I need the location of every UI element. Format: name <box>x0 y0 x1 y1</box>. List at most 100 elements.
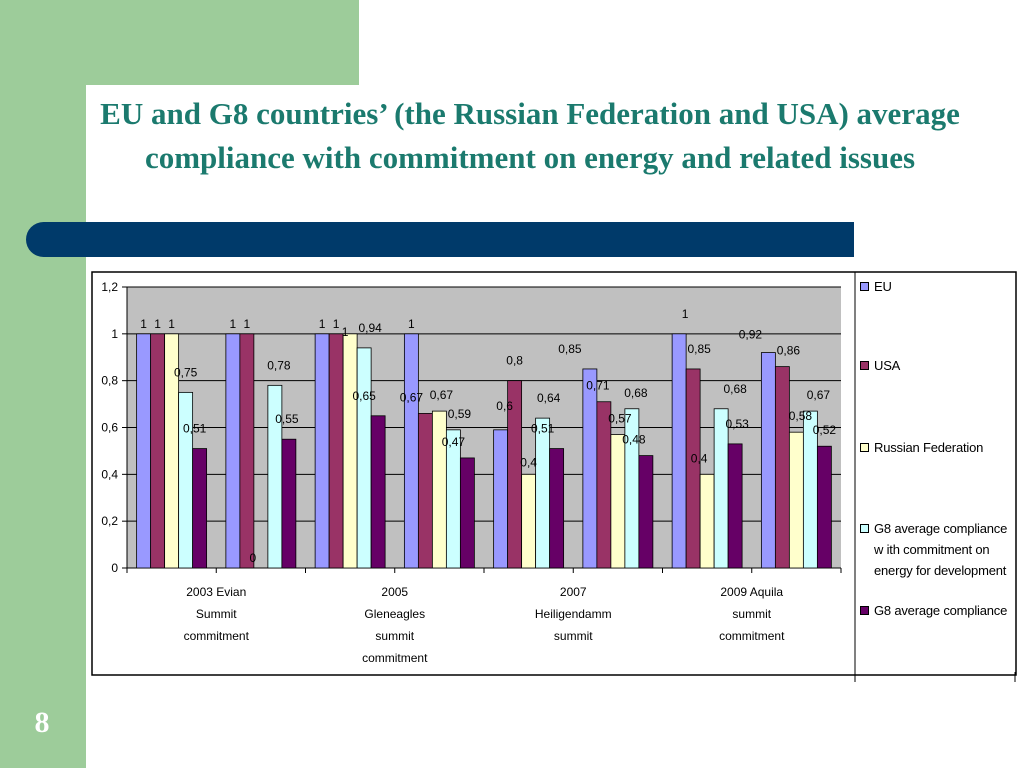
legend-swatch-g8-average-compliance <box>860 606 869 615</box>
x-category-labels: 2003 Evian Summit commitment 2005 Gleneagles… <box>184 585 786 665</box>
data-label: 1 <box>244 317 251 331</box>
legend-swatch-g8-energy-development <box>860 524 869 533</box>
y-tick-labels: 0 0,2 0,4 0,6 0,8 1 1,2 <box>101 280 118 575</box>
bar-series-2-cat-5 <box>610 434 626 569</box>
data-label: 0,85 <box>558 342 582 356</box>
data-label: 1 <box>230 317 237 331</box>
y-tick-label: 0 <box>111 561 118 575</box>
bar-series-4-cat-6 <box>727 443 743 569</box>
bar-series-2-cat-2 <box>342 333 358 569</box>
legend-label-eu: EU <box>874 279 892 294</box>
bar-series-1-cat-0 <box>150 333 166 569</box>
bar-series-4-cat-7 <box>816 445 832 569</box>
data-label: 0,51 <box>531 422 555 436</box>
data-label: 0,94 <box>358 321 382 335</box>
bar-series-4-cat-0 <box>192 448 208 569</box>
data-label: 0,67 <box>400 390 424 404</box>
data-label: 0,53 <box>725 417 749 431</box>
data-label: 0,52 <box>813 423 837 437</box>
data-label: 0,86 <box>777 344 801 358</box>
bars <box>136 333 832 569</box>
legend-swatch-russian-federation <box>860 443 869 452</box>
data-label: 0,75 <box>174 365 198 379</box>
x-category-label: summit <box>554 629 593 643</box>
bar-series-2-cat-7 <box>788 431 804 569</box>
x-category-label: 2007 <box>560 585 587 599</box>
data-label: 1 <box>333 317 340 331</box>
legend-item-g8-energy-development: G8 average compliance w ith commitment o… <box>860 518 1016 581</box>
bar-series-3-cat-2 <box>356 347 372 569</box>
x-category-label: Heiligendamm <box>535 607 612 621</box>
legend-swatch-eu <box>860 282 869 291</box>
x-category-label: 2003 Evian <box>186 585 246 599</box>
legend-label-g8-energy-development: G8 average compliance w ith commitment o… <box>874 521 1008 578</box>
bar-series-0-cat-0 <box>136 333 152 569</box>
bar-series-2-cat-4 <box>521 473 537 569</box>
x-category-label: Gleneagles <box>364 607 425 621</box>
data-label: 1 <box>154 317 161 331</box>
legend-label-russian-federation: Russian Federation <box>874 440 984 455</box>
data-label: 1 <box>342 325 349 339</box>
page-number: 8 <box>34 706 50 739</box>
legend-swatch-usa <box>860 361 869 370</box>
data-label: 0,85 <box>687 342 711 356</box>
bar-series-1-cat-1 <box>239 333 255 569</box>
content-corner <box>86 85 246 245</box>
left-background-strip <box>0 0 86 768</box>
data-label: 0,68 <box>624 386 648 400</box>
data-label: 0,78 <box>267 358 291 372</box>
data-label: 0,67 <box>430 388 454 402</box>
bar-series-0-cat-5 <box>582 368 598 569</box>
legend-item-g8-average-compliance: G8 average compliance <box>860 600 1016 621</box>
data-label: 0,58 <box>789 409 813 423</box>
bar-series-1-cat-7 <box>774 366 790 569</box>
bar-series-0-cat-3 <box>403 333 419 569</box>
data-label: 0,64 <box>537 391 561 405</box>
y-tick-label: 0,6 <box>101 421 118 435</box>
y-tick-label: 1 <box>111 327 118 341</box>
data-label: 0,47 <box>442 435 466 449</box>
data-label: 0,67 <box>807 388 831 402</box>
data-label: 0 <box>250 551 257 565</box>
x-category-label: commitment <box>362 651 428 665</box>
legend-label-g8-average-compliance: G8 average compliance <box>874 603 1008 618</box>
data-label: 0,4 <box>520 455 537 469</box>
data-label: 0,48 <box>622 433 646 447</box>
y-tick-label: 0,2 <box>101 514 118 528</box>
data-label: 1 <box>408 317 415 331</box>
data-label: 0,4 <box>691 451 708 465</box>
bar-series-1-cat-3 <box>417 413 433 569</box>
bar-series-4-cat-4 <box>549 448 565 569</box>
bar-series-0-cat-4 <box>493 429 509 569</box>
bar-series-3-cat-6 <box>713 408 729 569</box>
x-category-label: summit <box>732 607 771 621</box>
data-label: 0,8 <box>506 354 523 368</box>
bar-series-3-cat-4 <box>535 417 551 569</box>
bar-series-2-cat-6 <box>699 473 715 569</box>
data-label: 0,55 <box>275 412 299 426</box>
data-label: 0,59 <box>448 407 472 421</box>
data-label: 1 <box>682 307 689 321</box>
legend-item-russian-federation: Russian Federation <box>860 437 1016 458</box>
data-label-extra: 0,6 <box>496 399 513 413</box>
slide-title: EU and G8 countries’ (the Russian Federa… <box>100 96 960 176</box>
legend-label-usa: USA <box>874 358 901 373</box>
data-label: 0,65 <box>352 389 376 403</box>
x-category-label: commitment <box>719 629 785 643</box>
bar-series-4-cat-1 <box>281 438 297 569</box>
data-label: 1 <box>168 317 175 331</box>
x-category-label: 2009 Aquila <box>720 585 783 599</box>
bar-series-0-cat-2 <box>314 333 330 569</box>
chart-legend: EU USA Russian Federation G8 average com… <box>856 272 1016 672</box>
data-label: 0,68 <box>723 382 747 396</box>
legend-item-usa: USA <box>860 355 1016 376</box>
bar-series-0-cat-7 <box>760 352 776 569</box>
top-background-strip <box>86 0 359 85</box>
x-category-label: commitment <box>184 629 250 643</box>
bar-series-1-cat-6 <box>685 368 701 569</box>
bar-series-3-cat-0 <box>178 391 194 569</box>
bar-series-1-cat-2 <box>328 333 344 569</box>
data-label: 0,92 <box>739 328 763 342</box>
